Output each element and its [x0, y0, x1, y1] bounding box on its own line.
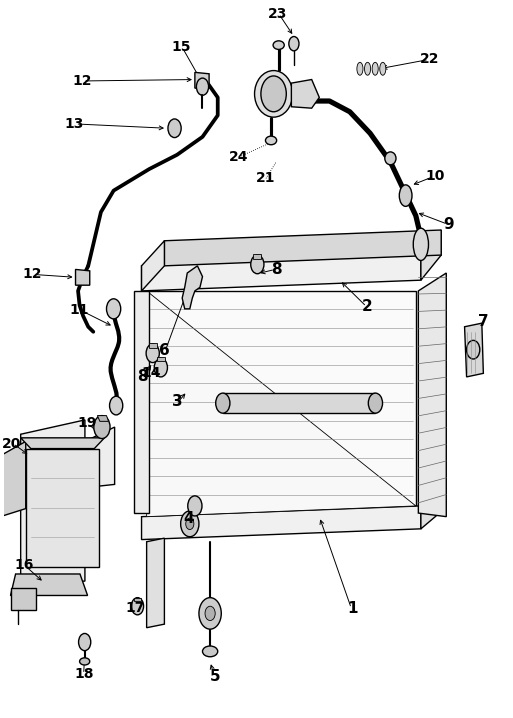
- Circle shape: [131, 597, 144, 615]
- Ellipse shape: [372, 62, 378, 75]
- Ellipse shape: [265, 136, 277, 145]
- Circle shape: [196, 78, 209, 95]
- Circle shape: [199, 597, 221, 629]
- Text: 17: 17: [126, 602, 145, 615]
- Circle shape: [205, 606, 215, 620]
- Text: 8: 8: [137, 370, 148, 384]
- Ellipse shape: [365, 62, 370, 75]
- Polygon shape: [418, 273, 446, 517]
- Text: 14: 14: [141, 366, 161, 381]
- Circle shape: [181, 511, 199, 537]
- Polygon shape: [142, 241, 164, 291]
- Polygon shape: [223, 393, 376, 413]
- Ellipse shape: [273, 41, 284, 50]
- Text: 21: 21: [256, 172, 275, 185]
- Text: 12: 12: [23, 267, 42, 281]
- Text: 3: 3: [172, 394, 183, 409]
- Text: 23: 23: [268, 6, 287, 21]
- Polygon shape: [195, 73, 209, 88]
- Text: 19: 19: [77, 416, 96, 431]
- Polygon shape: [75, 269, 90, 285]
- Circle shape: [186, 518, 194, 530]
- Text: 5: 5: [210, 669, 221, 684]
- Ellipse shape: [203, 646, 218, 657]
- Polygon shape: [21, 438, 105, 449]
- Circle shape: [368, 393, 383, 413]
- Circle shape: [289, 37, 299, 51]
- Ellipse shape: [413, 228, 428, 261]
- Polygon shape: [21, 420, 114, 581]
- Text: 8: 8: [271, 262, 282, 277]
- Text: 12: 12: [72, 74, 92, 88]
- Polygon shape: [134, 291, 149, 513]
- Polygon shape: [253, 254, 262, 258]
- Polygon shape: [1, 442, 26, 517]
- Text: 6: 6: [159, 343, 170, 358]
- Circle shape: [107, 299, 121, 319]
- Ellipse shape: [380, 62, 386, 75]
- Text: 11: 11: [70, 303, 89, 317]
- Circle shape: [251, 255, 264, 274]
- Polygon shape: [10, 574, 88, 595]
- Polygon shape: [465, 323, 483, 377]
- Ellipse shape: [254, 70, 292, 117]
- Text: 1: 1: [347, 601, 358, 616]
- Text: 20: 20: [3, 437, 22, 451]
- Polygon shape: [134, 597, 141, 601]
- Polygon shape: [157, 357, 165, 361]
- Text: 10: 10: [425, 169, 445, 183]
- Polygon shape: [142, 255, 421, 291]
- Bar: [147, 291, 416, 513]
- Circle shape: [146, 344, 160, 363]
- Polygon shape: [147, 538, 164, 628]
- Polygon shape: [97, 416, 109, 421]
- Ellipse shape: [80, 658, 90, 665]
- Polygon shape: [291, 80, 319, 108]
- Polygon shape: [421, 230, 441, 280]
- Text: 9: 9: [444, 217, 454, 232]
- Circle shape: [467, 340, 480, 359]
- Polygon shape: [10, 588, 36, 610]
- Circle shape: [78, 633, 91, 651]
- Text: 2: 2: [362, 299, 373, 314]
- Polygon shape: [182, 266, 203, 309]
- Bar: [26, 449, 100, 567]
- Polygon shape: [149, 343, 157, 348]
- Polygon shape: [164, 230, 441, 266]
- Polygon shape: [421, 493, 436, 529]
- Ellipse shape: [357, 62, 363, 75]
- Text: 18: 18: [75, 667, 94, 681]
- Circle shape: [154, 358, 167, 377]
- Text: 7: 7: [478, 314, 488, 330]
- Text: 4: 4: [183, 510, 193, 526]
- Text: 16: 16: [14, 559, 33, 572]
- Polygon shape: [142, 506, 421, 540]
- Polygon shape: [147, 291, 416, 517]
- Ellipse shape: [399, 185, 412, 206]
- Circle shape: [215, 393, 230, 413]
- Circle shape: [188, 496, 202, 516]
- Circle shape: [110, 396, 123, 415]
- Text: 24: 24: [229, 150, 249, 164]
- Text: 15: 15: [171, 40, 191, 55]
- Circle shape: [94, 416, 110, 439]
- Circle shape: [261, 76, 286, 112]
- Text: 22: 22: [420, 52, 440, 67]
- Circle shape: [168, 119, 181, 138]
- Text: 13: 13: [65, 117, 84, 131]
- Ellipse shape: [385, 152, 396, 165]
